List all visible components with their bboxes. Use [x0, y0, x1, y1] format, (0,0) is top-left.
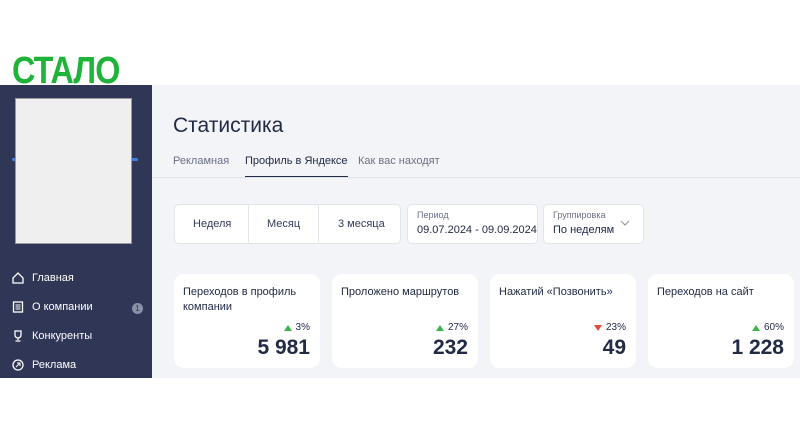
- page-title: Статистика: [173, 114, 284, 137]
- range-button[interactable]: Месяц: [267, 218, 301, 230]
- menu-label: Конкуренты: [32, 330, 93, 342]
- card-value: 5 981: [257, 336, 310, 359]
- icon: [12, 359, 24, 371]
- stat-card: Проложено маршрутов 27% 232: [332, 274, 478, 368]
- separator: [318, 205, 319, 242]
- card-title: Нажатий «Позвонить»: [499, 286, 613, 298]
- menu-item[interactable]: Конкуренты: [12, 330, 92, 342]
- divider: [152, 177, 800, 178]
- card-value: 49: [602, 336, 626, 359]
- change-text: 60%: [763, 322, 784, 333]
- trend-down: [593, 324, 602, 331]
- menu-label: О компании: [32, 301, 93, 313]
- menu-item[interactable]: О компании: [12, 301, 93, 313]
- separator: [248, 205, 249, 242]
- field-label: Период: [417, 210, 449, 220]
- tab[interactable]: Профиль в Яндексе: [245, 155, 348, 178]
- card-value: 232: [432, 336, 468, 359]
- trend-up: [283, 324, 292, 331]
- card-change: 3%: [283, 322, 310, 333]
- field-value: По неделям: [553, 224, 615, 236]
- trend-up: [435, 324, 444, 331]
- icon: [12, 272, 24, 284]
- range-button[interactable]: 3 месяца: [338, 218, 385, 230]
- menu-label: Реклама: [32, 359, 77, 371]
- period-picker[interactable]: [407, 204, 538, 244]
- card-value: 1 228: [731, 336, 784, 359]
- stat-card: Нажатий «Позвонить» 23% 49: [490, 274, 636, 368]
- redacted-block: [15, 98, 132, 244]
- range-button[interactable]: Неделя: [193, 218, 232, 230]
- card-change: 23%: [593, 322, 626, 333]
- change-text: 3%: [295, 322, 310, 333]
- trend-up: [751, 324, 760, 331]
- menu-label: Главная: [32, 272, 74, 284]
- card-title: Переходов в профиль компании: [183, 286, 297, 313]
- badge: 1: [132, 303, 143, 314]
- change-text: 27%: [447, 322, 468, 333]
- menu-item[interactable]: Главная: [12, 272, 74, 284]
- range-selector: [174, 204, 401, 244]
- stat-card: Переходов на сайт 60% 1 228: [648, 274, 794, 368]
- stat-card: Переходов в профиль компании 3% 5 981: [174, 274, 320, 368]
- tab[interactable]: Как вас находят: [358, 155, 440, 167]
- field-value: 09.07.2024 - 09.09.2024: [417, 224, 537, 236]
- menu-item[interactable]: Реклама: [12, 359, 76, 371]
- card-change: 27%: [435, 322, 468, 333]
- tab[interactable]: Рекламная: [173, 155, 230, 167]
- card-change: 60%: [751, 322, 784, 333]
- grouping-select[interactable]: [543, 204, 644, 244]
- chevron: [620, 220, 630, 226]
- icon: [14, 330, 22, 342]
- card-title: Переходов на сайт: [657, 286, 754, 298]
- change-text: 23%: [605, 322, 626, 333]
- card-title: Проложено маршрутов: [341, 286, 460, 298]
- field-label: Группировка: [553, 210, 606, 220]
- icon: [12, 301, 24, 313]
